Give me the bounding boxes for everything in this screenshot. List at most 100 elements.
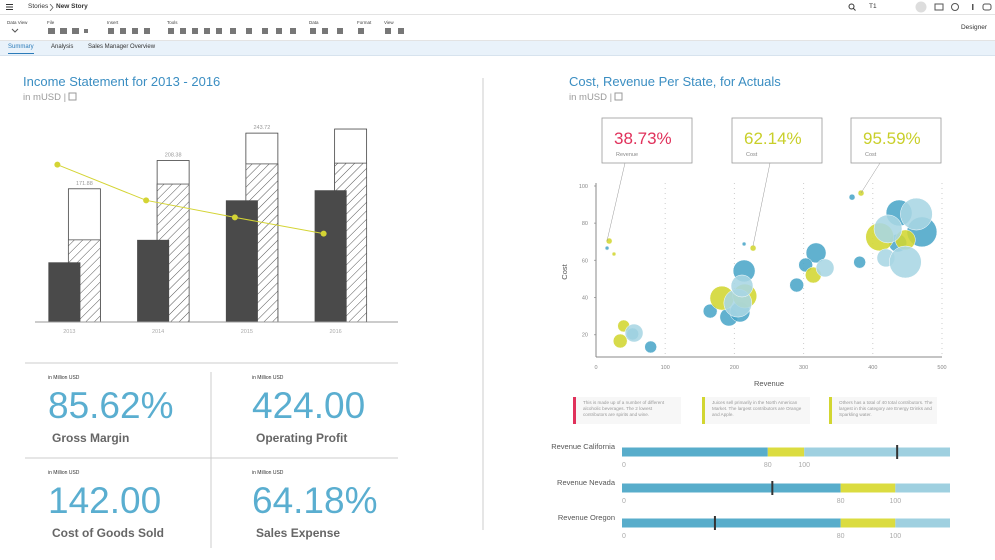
annotation-box bbox=[850, 117, 942, 164]
y-tick-label: 20 bbox=[582, 333, 588, 339]
y-tick-label: 60 bbox=[582, 258, 588, 264]
annotation-label: Revenue bbox=[616, 152, 638, 158]
y-axis-title: Cost bbox=[560, 263, 569, 279]
bullet-label: Revenue Oregon bbox=[557, 513, 615, 522]
bullet-range bbox=[840, 483, 896, 493]
bullet-tick-label: 0 bbox=[622, 498, 626, 505]
bubble bbox=[889, 245, 922, 279]
bubble bbox=[805, 242, 827, 264]
kpi-value: 424.00 bbox=[252, 385, 366, 426]
annotation-label: Cost bbox=[865, 152, 877, 158]
kpi-value: 85.62% bbox=[48, 385, 174, 426]
line bbox=[57, 164, 324, 235]
search-icon[interactable] bbox=[848, 3, 856, 11]
x-tick-label: 400 bbox=[868, 365, 877, 371]
bubble bbox=[730, 274, 754, 298]
x-tick-label: 2013 bbox=[63, 329, 75, 335]
bullet-tick-label: 100 bbox=[889, 498, 901, 505]
bullet-label: Revenue California bbox=[551, 442, 615, 451]
model-icon bbox=[614, 92, 623, 101]
top-bar: Stories New Story T1 bbox=[0, 0, 995, 15]
kpi-label: Cost of Goods Sold bbox=[52, 526, 164, 540]
data-label: 243.72 bbox=[253, 125, 270, 131]
bullet-marker bbox=[771, 481, 774, 495]
kpi-unit: in Million USD bbox=[252, 375, 284, 381]
kpi-value: 64.18% bbox=[252, 480, 378, 521]
x-axis-title: Revenue bbox=[754, 379, 784, 388]
breadcrumb-separator bbox=[49, 4, 54, 11]
mode-label[interactable]: Designer bbox=[960, 24, 987, 31]
search-field[interactable]: T1 bbox=[869, 3, 877, 10]
line-point bbox=[54, 161, 61, 168]
toolbar-group-label: Data View bbox=[7, 20, 28, 25]
bullet-tick-label: 80 bbox=[837, 498, 845, 505]
bullet-marker bbox=[896, 445, 899, 459]
kpi-unit: in Million USD bbox=[48, 375, 80, 381]
annotation-leader bbox=[606, 162, 626, 242]
bullet-range bbox=[767, 447, 805, 457]
breadcrumb-link[interactable]: Stories bbox=[28, 3, 49, 10]
bar bbox=[48, 262, 81, 322]
toolbar-group-label: View bbox=[384, 20, 394, 25]
note: Juices sell primarily in the North Ameri… bbox=[702, 397, 810, 424]
menu-icon[interactable] bbox=[6, 3, 14, 11]
tab[interactable]: Sales Manager Overview bbox=[88, 44, 156, 50]
x-tick-label: 2015 bbox=[241, 329, 253, 335]
kpi-label: Gross Margin bbox=[52, 431, 130, 445]
bullet-range bbox=[895, 483, 950, 493]
annotation-leader bbox=[860, 162, 881, 194]
annotation-label: Cost bbox=[746, 152, 758, 158]
bubble bbox=[857, 189, 865, 197]
line-point bbox=[231, 214, 238, 221]
x-tick-label: 2016 bbox=[330, 329, 342, 335]
bubble bbox=[815, 258, 835, 278]
bubble bbox=[612, 333, 628, 349]
bubble bbox=[624, 323, 644, 343]
bar bbox=[137, 239, 170, 322]
bullet-range bbox=[622, 518, 841, 528]
line-point bbox=[143, 197, 150, 204]
x-tick-label: 100 bbox=[661, 365, 670, 371]
tab[interactable]: Analysis bbox=[51, 44, 74, 50]
chart-subtitle: in mUSD | bbox=[569, 92, 612, 103]
user-icons[interactable] bbox=[915, 1, 995, 13]
bar bbox=[314, 190, 347, 322]
tab-bar: Summary Analysis Sales Manager Overview bbox=[0, 41, 995, 56]
annotation-value: 95.59% bbox=[863, 129, 921, 148]
bubble bbox=[853, 255, 866, 269]
chart-subtitle: in mUSD | bbox=[23, 92, 66, 103]
bullet-range bbox=[840, 518, 896, 528]
tab[interactable]: Summary bbox=[8, 44, 34, 54]
bullet-tick-label: 80 bbox=[837, 533, 845, 540]
bubble bbox=[848, 193, 856, 201]
bubble bbox=[604, 245, 610, 251]
note: This is made up of a number of different… bbox=[573, 397, 681, 424]
bullet-tick-label: 0 bbox=[622, 533, 626, 540]
x-tick-label: 0 bbox=[594, 365, 597, 371]
breadcrumb-current: New Story bbox=[56, 3, 88, 10]
bubble bbox=[611, 251, 617, 257]
data-label: 171.88 bbox=[76, 181, 93, 187]
bullet-marker bbox=[713, 516, 716, 530]
kpi-unit: in Million USD bbox=[252, 470, 284, 476]
bullet-range bbox=[622, 483, 841, 493]
toolbar-group-label: Data bbox=[309, 20, 319, 25]
toolbar-icons[interactable] bbox=[0, 25, 420, 37]
kpi-value: 142.00 bbox=[48, 480, 162, 521]
model-icon bbox=[68, 92, 77, 101]
bubble bbox=[605, 237, 613, 245]
toolbar-group-label: File bbox=[47, 20, 55, 25]
annotation-box bbox=[731, 117, 823, 164]
bullet-tick-label: 80 bbox=[764, 462, 772, 469]
bubble bbox=[789, 277, 804, 293]
bubble bbox=[873, 214, 903, 244]
bullet-label: Revenue Nevada bbox=[557, 478, 615, 487]
toolbar-group-label: Format bbox=[357, 20, 372, 25]
annotation-leader bbox=[752, 162, 771, 247]
kpi-label: Operating Profit bbox=[256, 431, 348, 445]
annotation-box bbox=[601, 117, 693, 164]
bullet-range bbox=[622, 447, 768, 457]
